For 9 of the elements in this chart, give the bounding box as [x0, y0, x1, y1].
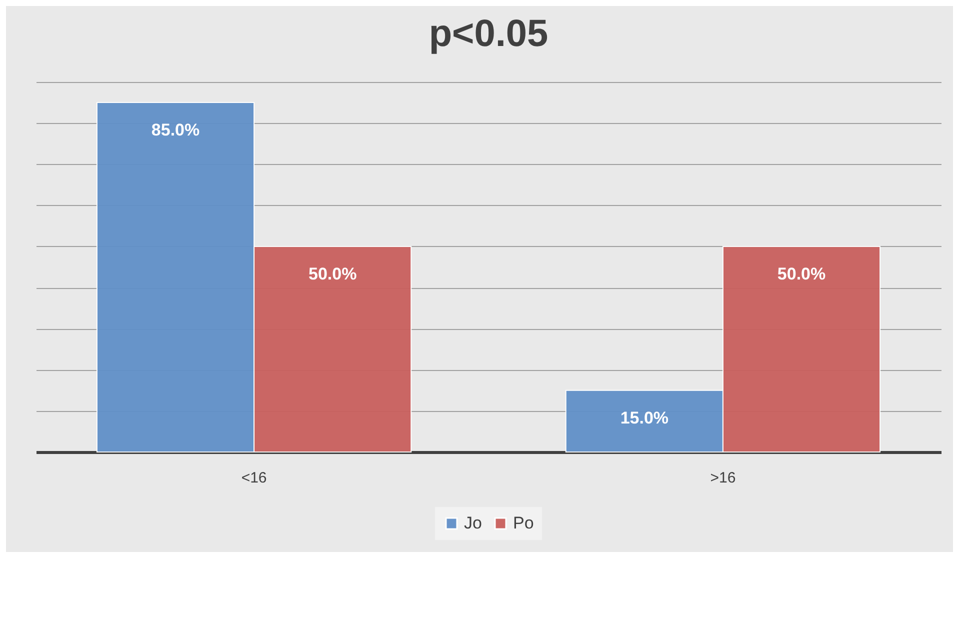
- data-label: 50.0%: [777, 264, 826, 284]
- legend-label: Po: [513, 514, 534, 533]
- legend-label: Jo: [464, 514, 482, 533]
- chart-title: p<0.05: [428, 13, 548, 55]
- data-label: 15.0%: [620, 408, 669, 428]
- data-label: 50.0%: [308, 264, 357, 284]
- x-tick-label: <16: [241, 470, 267, 486]
- data-label: 85.0%: [151, 120, 200, 140]
- x-tick-label: >16: [710, 470, 736, 486]
